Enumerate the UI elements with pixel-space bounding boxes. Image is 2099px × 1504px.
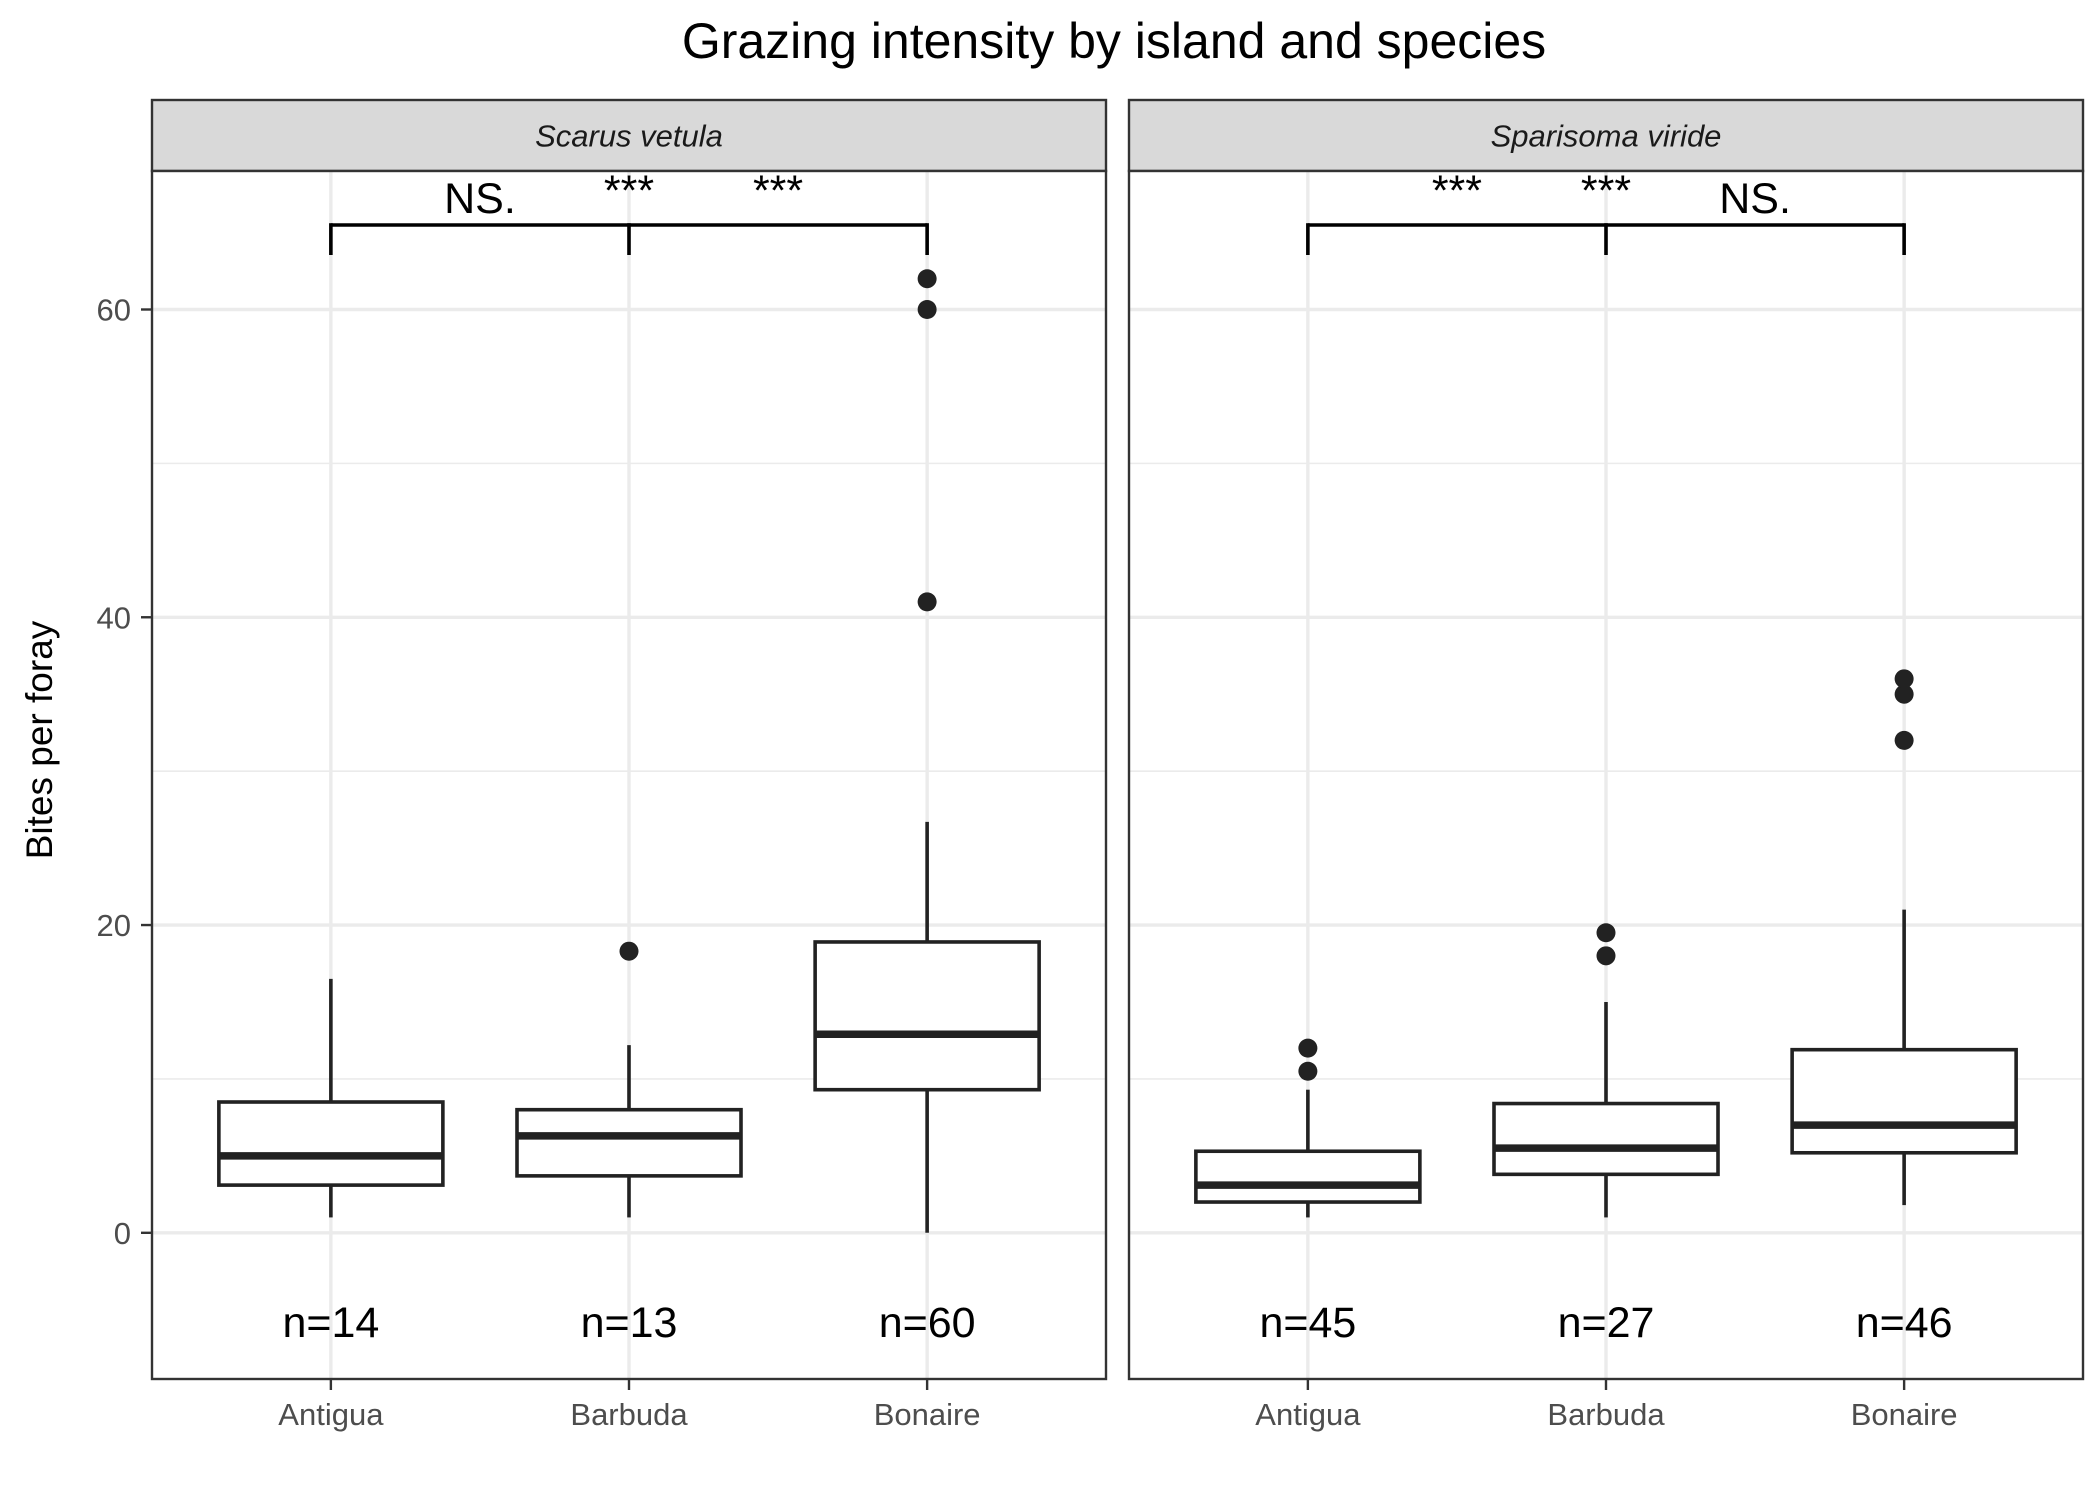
iqr-box: [1790, 1047, 2018, 1155]
x-tick-label: Barbuda: [1547, 1397, 1665, 1432]
sample-size-label: n=27: [1558, 1299, 1655, 1347]
iqr-box: [515, 1107, 743, 1178]
outlier-point: [619, 941, 639, 961]
box-group: n=13: [515, 941, 743, 1347]
sample-size-label: n=60: [879, 1299, 976, 1347]
x-tick-label: Antigua: [278, 1397, 384, 1432]
box-group: n=45: [1194, 1038, 1422, 1347]
outlier-point: [1596, 923, 1616, 943]
y-tick-label: 0: [114, 1216, 131, 1251]
significance-label: NS.: [444, 175, 516, 223]
outlier-point: [917, 592, 937, 612]
outlier-point: [1894, 684, 1914, 704]
iqr-box: [1194, 1149, 1422, 1204]
box-group: n=27: [1492, 923, 1720, 1347]
outlier-point: [1894, 730, 1914, 750]
box-group: n=14: [217, 978, 445, 1347]
outlier-point: [1298, 1061, 1318, 1081]
facet-strip-label: Sparisoma viride: [1491, 119, 1722, 154]
y-axis: 0 20 40 60: [97, 292, 152, 1251]
significance-bracket: *** *** NS.: [1306, 167, 1906, 255]
outlier-point: [917, 299, 937, 319]
significance-label: ***: [1581, 167, 1631, 215]
facet-strip: [1127, 98, 2085, 173]
x-tick-label: Bonaire: [1851, 1397, 1958, 1432]
y-tick-label: 60: [97, 292, 131, 327]
significance-bracket: NS. *** ***: [329, 167, 929, 255]
iqr-box: [1492, 1101, 1720, 1177]
significance-label: ***: [753, 167, 803, 215]
facet-strip: [150, 98, 1108, 173]
sample-size-label: n=46: [1856, 1299, 1953, 1347]
sample-size-label: n=14: [282, 1299, 379, 1347]
x-tick-label: Antigua: [1255, 1397, 1361, 1432]
facet-panel: Scarus vetula n=14 n=13 n=60 NS. *** *** Antigu…: [150, 98, 1108, 1432]
sample-size-label: n=45: [1259, 1299, 1356, 1347]
outlier-point: [917, 269, 937, 289]
y-tick-label: 20: [97, 908, 131, 943]
sample-size-label: n=13: [581, 1299, 678, 1347]
y-tick-label: 40: [97, 600, 131, 635]
chart-title: Grazing intensity by island and species: [682, 13, 1546, 69]
outlier-point: [1298, 1038, 1318, 1058]
significance-label: ***: [604, 167, 654, 215]
y-axis-title: Bites per foray: [19, 620, 60, 859]
significance-label: NS.: [1719, 175, 1791, 223]
outlier-point: [1596, 946, 1616, 966]
facet-panels: Scarus vetula n=14 n=13 n=60 NS. *** *** Antigu…: [97, 98, 2085, 1432]
outlier-point: [1894, 669, 1914, 689]
facet-strip-label: Scarus vetula: [535, 119, 723, 154]
x-tick-label: Bonaire: [874, 1397, 981, 1432]
facet-panel: Sparisoma viride n=45 n=27 n=46 *** *** NS. Ant…: [1127, 98, 2085, 1432]
significance-label: ***: [1432, 167, 1482, 215]
iqr-box: [813, 940, 1041, 1092]
box-group: n=60: [813, 269, 1041, 1347]
x-tick-label: Barbuda: [570, 1397, 688, 1432]
box-group: n=46: [1790, 669, 2018, 1347]
iqr-box: [217, 1100, 445, 1187]
